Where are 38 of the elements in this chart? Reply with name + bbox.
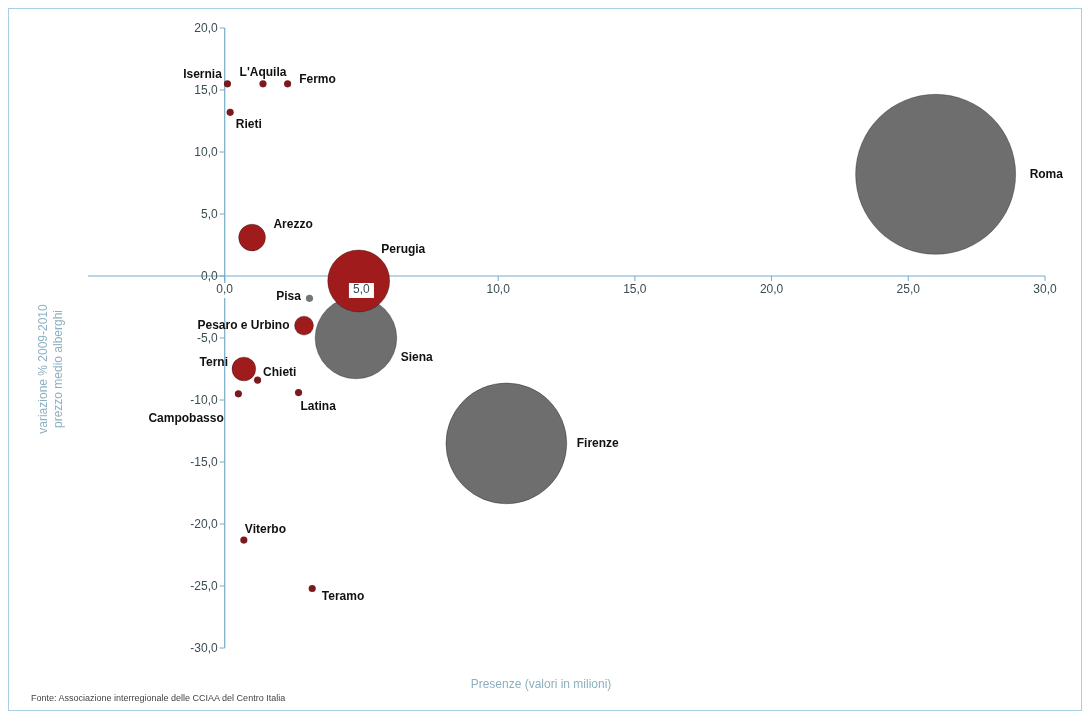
x-tick-label: 25,0 xyxy=(896,281,921,296)
series-label: Teramo xyxy=(321,589,365,604)
series-label: Siena xyxy=(400,350,434,364)
series-label: L'Aquila xyxy=(239,65,287,80)
x-tick-label: 10,0 xyxy=(486,281,511,296)
x-tick-label: 0,0 xyxy=(216,281,234,296)
x-axis-title: Presenze (valori in milioni) xyxy=(470,677,612,691)
series-label: Isernia xyxy=(183,67,223,82)
x-tick-label: 5,0 xyxy=(353,281,371,296)
source-note: Fonte: Associazione interregionale delle CCIAA del Centro Italia xyxy=(31,693,286,703)
series-label: Rieti xyxy=(235,116,262,131)
series-label: Latina xyxy=(300,399,337,414)
x-tick-label: 20,0 xyxy=(759,281,784,296)
y-tick-label: -20,0 xyxy=(190,517,219,532)
series-label: Pisa xyxy=(276,289,302,304)
y-tick-label: -10,0 xyxy=(190,393,219,408)
y-tick-label: 0,0 xyxy=(201,269,219,284)
y-tick-label: -30,0 xyxy=(190,641,219,656)
series-label: Roma xyxy=(1029,167,1064,182)
y-tick-label: -5,0 xyxy=(197,331,219,346)
y-tick-label: -15,0 xyxy=(190,455,219,470)
series-label: Fermo xyxy=(299,71,336,86)
x-tick-label: 30,0 xyxy=(1033,281,1057,296)
series-label: Viterbo xyxy=(244,521,286,536)
y-tick-label: 5,0 xyxy=(201,207,219,222)
y-axis-title: variazione % 2009-2010 prezzo medio alberghi xyxy=(36,304,66,434)
y-tick-label: 10,0 xyxy=(194,145,219,160)
y-tick-label: 15,0 xyxy=(194,83,219,98)
x-tick-label: 15,0 xyxy=(623,281,647,296)
y-tick-label: -25,0 xyxy=(190,579,219,594)
series-label: Terni xyxy=(199,355,228,369)
series-label: Firenze xyxy=(576,436,620,451)
y-tick-label: 20,0 xyxy=(194,21,219,36)
series-label: Campobasso xyxy=(148,411,224,426)
series-label: Chieti xyxy=(263,364,297,379)
series-label: Perugia xyxy=(381,241,426,256)
series-label: Arezzo xyxy=(273,217,313,232)
series-label: Pesaro e Urbino xyxy=(197,317,290,332)
